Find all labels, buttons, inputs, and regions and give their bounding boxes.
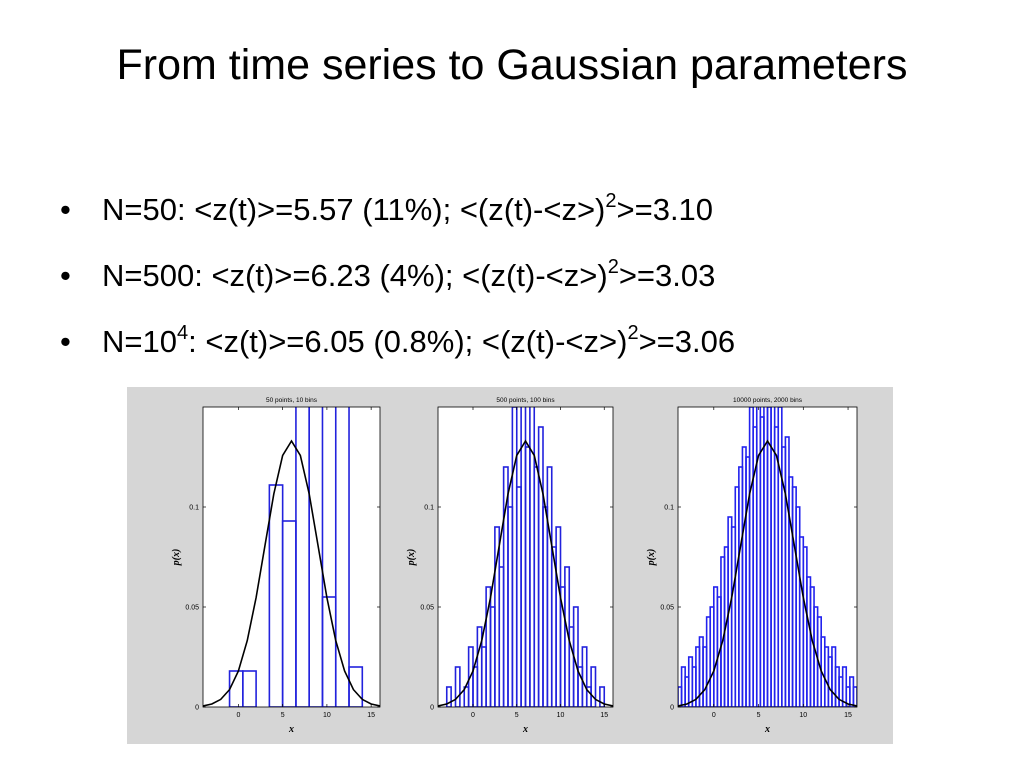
y-tick-label: 0: [670, 705, 674, 712]
x-axis-label: x: [288, 724, 294, 735]
y-tick-label: 0.1: [664, 505, 674, 512]
y-tick-label: 0.1: [424, 505, 434, 512]
x-tick-label: 0: [712, 712, 716, 719]
x-tick-label: 5: [281, 712, 285, 719]
bullet-text: : <z(t)>=6.05 (0.8%); <(z(t)-<z>): [188, 324, 628, 359]
chart-title: 500 points, 100 bins: [496, 397, 555, 404]
superscript: 2: [607, 256, 619, 278]
bullet: N=50: <z(t)>=5.57 (11%); <(z(t)-<z>)2>=3…: [60, 190, 735, 230]
y-tick-label: 0.05: [185, 605, 199, 612]
histogram-bar: [581, 646, 588, 707]
superscript: 2: [605, 190, 617, 212]
chart-title: 50 points, 10 bins: [266, 397, 318, 404]
bullet: N=500: <z(t)>=6.23 (4%); <(z(t)-<z>)2>=3…: [60, 256, 735, 296]
plot-area: [203, 407, 380, 707]
x-tick-label: 15: [600, 712, 608, 719]
histogram-bar: [242, 670, 257, 707]
x-tick-label: 5: [757, 712, 761, 719]
histogram-bar: [590, 666, 597, 707]
x-tick-label: 15: [844, 712, 852, 719]
x-tick-label: 0: [236, 712, 240, 719]
plot-frame: [202, 406, 381, 708]
histogram-bar: [454, 666, 461, 707]
y-axis-label: p(x): [171, 549, 182, 567]
x-tick-label: 5: [515, 712, 519, 719]
histogram-bar: [445, 686, 452, 707]
x-tick-label: 15: [367, 712, 375, 719]
plot-content: [203, 407, 380, 707]
y-tick-label: 0.05: [660, 605, 674, 612]
bullet-text: >=3.06: [638, 324, 736, 359]
y-tick-label: 0.05: [420, 605, 434, 612]
bullet-text: N=10: [102, 324, 177, 359]
histogram-bar: [348, 666, 364, 707]
histogram-bar: [599, 686, 606, 707]
y-tick-label: 0: [195, 705, 199, 712]
bullet-text: >=3.03: [618, 258, 716, 293]
plot-frame: [677, 406, 858, 708]
slide-title: From time series to Gaussian parameters: [116, 41, 908, 89]
x-axis-label: x: [522, 724, 528, 735]
bullet-list: N=50: <z(t)>=5.57 (11%); <(z(t)-<z>)2>=3…: [60, 190, 735, 388]
superscript: 4: [176, 322, 189, 344]
x-tick-label: 0: [471, 712, 475, 719]
x-axis-label: x: [764, 724, 770, 735]
bullet-text: >=3.10: [616, 192, 714, 227]
figure: 0 5 10 15 0 0.05 0.1 50 points, 10 bins x p(x) 0 5 1…: [127, 387, 893, 744]
x-tick-label: 10: [557, 712, 565, 719]
gaussian-curve: [203, 439, 380, 707]
plot-frame: [437, 406, 614, 708]
x-tick-label: 10: [323, 712, 331, 719]
y-axis-label: p(x): [646, 549, 657, 567]
plot-content: [678, 407, 857, 707]
gaussian-curve: [438, 439, 613, 707]
bullet-text: N=500: <z(t)>=6.23 (4%); <(z(t)-<z>): [102, 258, 608, 293]
histogram-bar: [334, 407, 350, 707]
y-tick-label: 0.1: [189, 505, 199, 512]
y-axis-label: p(x): [406, 549, 417, 567]
plot-content: [438, 407, 613, 707]
chart-title: 10000 points, 2000 bins: [733, 397, 803, 404]
bullet: N=104: <z(t)>=6.05 (0.8%); <(z(t)-<z>)2>…: [60, 322, 735, 362]
superscript: 2: [627, 322, 639, 344]
x-tick-label: 10: [799, 712, 807, 719]
gaussian-curve: [678, 439, 857, 707]
y-tick-label: 0: [430, 705, 434, 712]
histogram-bar: [308, 407, 324, 707]
bullet-text: N=50: <z(t)>=5.57 (11%); <(z(t)-<z>): [102, 192, 606, 227]
